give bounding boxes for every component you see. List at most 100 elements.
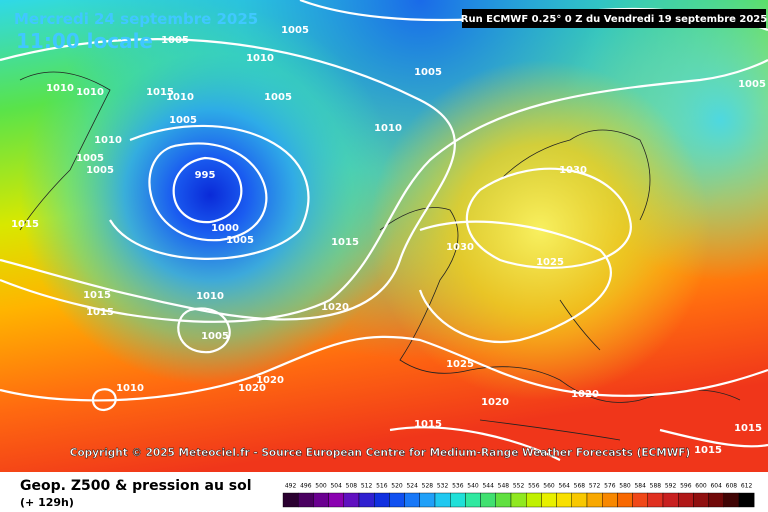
scale-label: 500 [315,483,327,490]
legend-lead: (+ 129h) [20,496,74,509]
scale-swatch [480,492,497,508]
isobar-label: 1020 [571,389,599,400]
scale-swatch [526,492,542,508]
isobar-label: 1015 [86,307,114,318]
isobar-label: 1015 [414,419,442,430]
scale-swatch [738,492,755,508]
scale-label: 508 [346,483,358,490]
isobar-label: 1010 [94,135,122,146]
isobar-label: 995 [195,170,216,181]
isobar-label: 1015 [83,290,111,301]
scale-swatch [374,492,390,508]
isobar-label: 1010 [196,291,224,302]
scale-label: 540 [467,483,479,490]
legend-title: Geop. Z500 & pression au sol [20,478,252,494]
scale-label: 528 [422,483,434,490]
time-label: 11:00 locale [16,29,153,53]
scale-swatch [465,492,481,508]
scale-label: 572 [589,483,601,490]
scale-swatch [617,492,633,508]
isobar-label: 1025 [536,257,564,268]
scale-label: 592 [665,483,677,490]
scale-label: 580 [619,483,631,490]
scale-swatch [693,492,709,508]
scale-swatch [510,492,527,508]
scale-swatch [450,492,466,508]
isobar-label: 1015 [146,87,174,98]
scale-swatch [662,492,679,508]
scale-swatch [708,492,724,508]
scale-label: 492 [285,483,297,490]
scale-label: 524 [406,483,418,490]
isobar-label: 1010 [76,87,104,98]
scale-label: 520 [391,483,403,490]
header: Mercredi 24 septembre 2025 11:00 locale … [14,9,767,53]
scale-label: 568 [574,483,586,490]
isobar-label: 1010 [46,83,74,94]
scale-label: 588 [650,483,662,490]
scale-swatch [389,492,405,508]
isobar-label: 1020 [238,383,266,394]
scale-label: 536 [452,483,464,490]
scale-swatch [723,492,740,508]
date-label: Mercredi 24 septembre 2025 [14,10,258,28]
isobar-label: 1010 [246,53,274,64]
legend: Geop. Z500 & pression au sol (+ 129h) 49… [20,478,755,509]
isobar-label: 1030 [446,242,474,253]
isobar-label: 1030 [559,165,587,176]
isobar-label: 1005 [226,235,254,246]
isobar-label: 1025 [446,359,474,370]
scale-swatch [647,492,664,508]
isobar-label: 1020 [321,302,349,313]
isobar-label: 1005 [414,67,442,78]
map-area [0,0,768,472]
scale-label: 516 [376,483,388,490]
scale-label: 560 [543,483,555,490]
scale-label: 532 [437,483,449,490]
isobar-label: 1010 [374,123,402,134]
scale-swatch [404,492,421,508]
scale-swatch [419,492,436,508]
scale-swatch [328,492,345,508]
scale-swatch [282,492,299,508]
scale-swatch [678,492,694,508]
scale-label: 576 [604,483,616,490]
scale-swatch [343,492,360,508]
scale-swatch [313,492,329,508]
scale-label: 564 [558,483,570,490]
isobar-label: 1005 [169,115,197,126]
scale-label: 496 [300,483,312,490]
isobar-label: 1015 [734,423,762,434]
isobar-label: 1005 [738,79,766,90]
scale-label: 604 [710,483,722,490]
isobar-label: 1005 [264,92,292,103]
isobar-label: 1020 [481,397,509,408]
scale-swatch [495,492,512,508]
isobar-label: 1005 [281,25,309,36]
scale-label: 596 [680,483,692,490]
scale-label: 612 [741,483,753,490]
scale-swatch [602,492,618,508]
scale-swatch [298,492,314,508]
scale-label: 548 [498,483,510,490]
scale-swatch [434,492,451,508]
scale-label: 512 [361,483,373,490]
scale-swatch [571,492,588,508]
isobar-label: 1015 [11,219,39,230]
run-label: Run ECMWF 0.25° 0 Z du Vendredi 19 septe… [461,14,768,25]
scale-swatch [358,492,375,508]
scale-swatch [541,492,557,508]
isobar-label: 1020 [256,375,284,386]
scale-label: 504 [330,483,342,490]
scale-label: 552 [513,483,525,490]
scale-label: 556 [528,483,540,490]
isobar-label: 1005 [76,153,104,164]
isobar-label: 1005 [86,165,114,176]
scale-label: 584 [634,483,646,490]
isobar-label: 1010 [116,383,144,394]
scale-label: 544 [482,483,494,490]
isobar-label: 1010 [166,92,194,103]
scale-swatch [556,492,572,508]
scale-label: 600 [695,483,707,490]
